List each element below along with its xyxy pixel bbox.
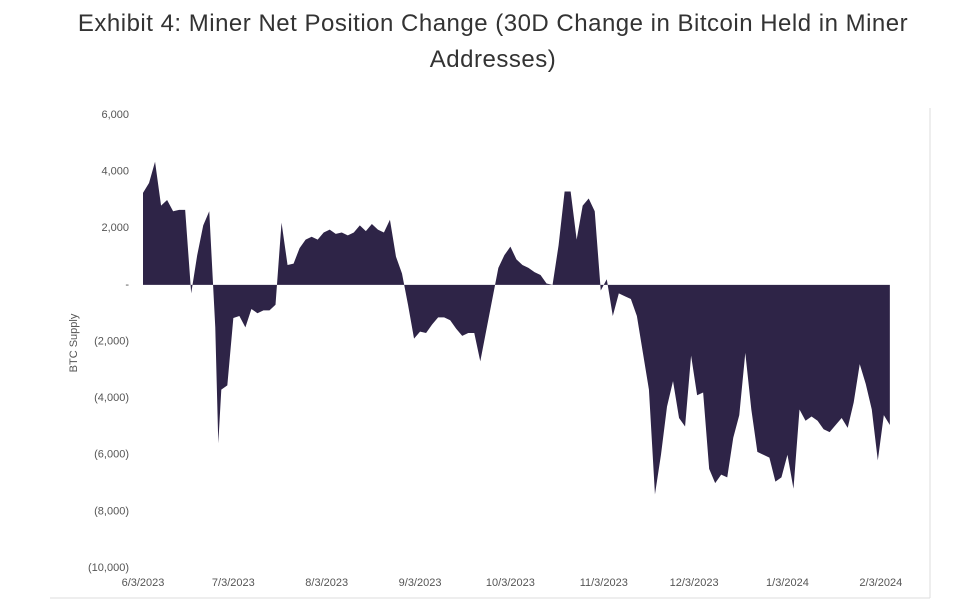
x-tick-label: 8/3/2023	[305, 577, 348, 589]
y-tick-label: 4,000	[101, 166, 129, 178]
x-tick-label: 6/3/2023	[122, 577, 165, 589]
y-tick-label: 6,000	[101, 109, 129, 121]
area	[143, 161, 890, 495]
y-tick-label: 2,000	[101, 222, 129, 234]
y-axis-label: BTC Supply	[68, 313, 80, 372]
chart-title: Exhibit 4: Miner Net Position Change (30…	[77, 10, 909, 73]
x-tick-label: 12/3/2023	[670, 577, 719, 589]
y-tick-label: (10,000)	[88, 562, 129, 574]
x-tick-label: 11/3/2023	[580, 577, 628, 589]
x-tick-label: 1/3/2024	[766, 577, 809, 589]
x-tick-label: 9/3/2023	[399, 577, 442, 589]
y-tick-label: (6,000)	[94, 449, 129, 461]
y-tick-label: (4,000)	[94, 392, 129, 404]
y-tick-label: -	[125, 279, 129, 291]
x-tick-label: 2/3/2024	[859, 577, 902, 589]
y-tick-label: (8,000)	[94, 505, 129, 517]
x-tick-label: 7/3/2023	[212, 577, 255, 589]
x-tick-label: 10/3/2023	[486, 577, 535, 589]
y-tick-label: (2,000)	[94, 335, 129, 347]
